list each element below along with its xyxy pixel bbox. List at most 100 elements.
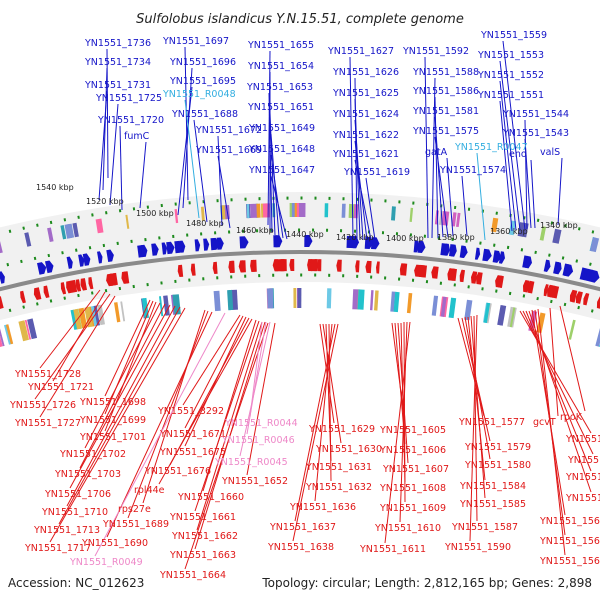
gene-label-bottom[interactable]: YN1551_1629 [308, 424, 375, 435]
gene-label-bottom[interactable]: rps27e [118, 504, 151, 515]
gene-label-bottom[interactable]: YN1551_1702 [59, 449, 126, 460]
gene-label-bottom[interactable]: YN1551_1689 [102, 519, 169, 530]
gene-label-bottom[interactable]: YN1551_1611 [359, 544, 426, 555]
gene-label-top[interactable]: YN1551_1574 [439, 165, 506, 176]
gene-label-top[interactable]: eno [509, 149, 527, 160]
gene-label-bottom[interactable]: YN1551_1690 [81, 538, 148, 549]
gene-label-bottom[interactable]: YN1551_1726 [9, 400, 76, 411]
gene-label-top[interactable]: YN1551_1592 [402, 46, 469, 57]
gene-label-bottom[interactable]: YN1551_1577 [458, 417, 525, 428]
gene-label-bottom[interactable]: YN1551_1713 [33, 525, 100, 536]
gene-label-bottom[interactable]: YN1551_1607 [382, 464, 449, 475]
gene-label-top[interactable]: gatA [425, 147, 448, 158]
gene-label-bottom[interactable]: YN1551_1664 [159, 570, 226, 581]
gene-label-bottom[interactable]: YN1551_1608 [379, 483, 446, 494]
gene-label-top[interactable]: YN1551_1731 [84, 80, 151, 91]
gene-label-bottom[interactable]: YN1551_1562 [539, 516, 600, 527]
gene-label-bottom[interactable]: rpl44e [134, 485, 165, 496]
gene-label-bottom[interactable]: YN1551_1728 [14, 369, 81, 380]
gene-label-bottom[interactable]: YN1551_1661 [169, 512, 236, 523]
gene-label-top[interactable]: YN1551_1697 [162, 36, 229, 47]
gene-label-top[interactable]: fumC [124, 131, 150, 142]
gene-label-bottom[interactable]: YN1551_1590 [444, 542, 511, 553]
gene-label-bottom[interactable]: YN1551_1564 [539, 556, 600, 567]
gene-label-top[interactable]: YN1551_R0048 [162, 89, 236, 100]
gene-label-bottom[interactable]: YN1551_1579 [464, 442, 531, 453]
gene-label-bottom[interactable]: YN1551_1699 [79, 415, 146, 426]
gene-label-top[interactable]: YN1551_1627 [327, 46, 394, 57]
gene-label-top[interactable]: YN1551_1672 [195, 125, 262, 136]
gene-label-bottom[interactable]: YN1551_1563 [539, 536, 600, 547]
gene-label-top[interactable]: YN1551_1626 [332, 67, 399, 78]
gene-label-top[interactable]: YN1551_1575 [412, 126, 479, 137]
gene-label-bottom[interactable]: YN1551_1554 [565, 434, 600, 445]
gene-label-bottom[interactable]: YN1551_1585 [459, 499, 526, 510]
gene-label-bottom[interactable]: YN1551_1636 [289, 502, 356, 513]
gene-label-top[interactable]: YN1551_1669 [195, 145, 262, 156]
gene-label-bottom[interactable]: YN1551_R0045 [214, 457, 288, 468]
gene-label-top[interactable]: YN1551_1725 [95, 93, 162, 104]
gene-label-bottom[interactable]: YN1551_1587 [451, 522, 518, 533]
gene-label-top[interactable]: YN1551_1551 [477, 90, 544, 101]
gene-label-top[interactable]: YN1551_1653 [246, 82, 313, 93]
gene-label-top[interactable]: YN1551_1621 [332, 149, 399, 160]
gene-label-top[interactable]: YN1551_1543 [502, 128, 569, 139]
gene-label-bottom[interactable]: YN1551_1721 [27, 382, 94, 393]
gene-label-bottom[interactable]: YN1551_1710 [41, 507, 108, 518]
gene-label-bottom[interactable]: YN1551_1605 [379, 425, 446, 436]
gene-label-bottom[interactable]: YN1551_1663 [169, 550, 236, 561]
gene-label-bottom[interactable]: YN1551_R0049 [69, 557, 143, 568]
gene-label-bottom[interactable]: YN1551_1584 [459, 481, 526, 492]
gene-label-top[interactable]: YN1551_1734 [84, 57, 151, 68]
gene-label-top[interactable]: YN1551_1654 [247, 61, 314, 72]
gene-label-bottom[interactable]: YN1551_1717 [24, 543, 91, 554]
gene-label-bottom[interactable]: YN1551_1556 [567, 455, 600, 466]
gene-label-bottom[interactable]: YN1551_1558 [565, 493, 600, 504]
gene-label-top[interactable]: YN1551_1588 [412, 67, 479, 78]
gene-label-bottom[interactable]: YN1551_R0044 [224, 418, 298, 429]
gene-label-bottom[interactable]: YN1551_1557 [565, 472, 600, 483]
gene-label-bottom[interactable]: YN1551_1660 [177, 492, 244, 503]
gene-label-top[interactable]: YN1551_1696 [169, 57, 236, 68]
gene-label-top[interactable]: YN1551_R0047 [454, 142, 528, 153]
gene-label-bottom[interactable]: YN1551_1638 [267, 542, 334, 553]
gene-label-bottom[interactable]: YN1551_1703 [54, 469, 121, 480]
gene-label-top[interactable]: YN1551_1581 [412, 106, 479, 117]
gene-label-bottom[interactable]: gcvT [533, 417, 556, 428]
gene-label-bottom[interactable]: YN1551_1698 [79, 397, 146, 408]
gene-label-bottom[interactable]: YN1551_1609 [379, 503, 446, 514]
gene-label-top[interactable]: YN1551_1553 [477, 50, 544, 61]
gene-label-bottom[interactable]: YN1551_1580 [464, 460, 531, 471]
gene-label-bottom[interactable]: YN1551_1606 [379, 445, 446, 456]
gene-label-bottom[interactable]: YN1551_1675 [159, 447, 226, 458]
gene-label-bottom[interactable]: YN1551_1662 [171, 531, 238, 542]
gene-label-top[interactable]: YN1551_1647 [248, 165, 315, 176]
gene-label-bottom[interactable]: YN1551_R0046 [221, 435, 295, 446]
gene-label-top[interactable]: valS [540, 147, 560, 158]
gene-label-top[interactable]: YN1551_1736 [84, 38, 151, 49]
gene-label-top[interactable]: YN1551_1649 [248, 123, 315, 134]
gene-label-bottom[interactable]: rpoK [560, 412, 583, 423]
gene-label-bottom[interactable]: YN1551_1630 [315, 444, 382, 455]
gene-label-bottom[interactable]: YN1551_1671 [159, 429, 226, 440]
gene-label-bottom[interactable]: YN1551_1676 [144, 466, 211, 477]
gene-label-top[interactable]: YN1551_1695 [169, 76, 236, 87]
gene-label-top[interactable]: YN1551_1586 [412, 86, 479, 97]
gene-label-top[interactable]: YN1551_1720 [97, 115, 164, 126]
gene-label-bottom[interactable]: YN1551_1706 [44, 489, 111, 500]
gene-label-bottom[interactable]: YN1551_1701 [79, 432, 146, 443]
gene-label-bottom[interactable]: YN1551_1727 [14, 418, 81, 429]
gene-label-top[interactable]: YN1551_1655 [247, 40, 314, 51]
gene-label-top[interactable]: YN1551_1552 [477, 70, 544, 81]
gene-label-top[interactable]: YN1551_1619 [343, 167, 410, 178]
gene-label-bottom[interactable]: YN1551_1652 [221, 476, 288, 487]
gene-label-bottom[interactable]: YN1551_3292 [157, 406, 224, 417]
gene-label-top[interactable]: YN1551_1648 [248, 144, 315, 155]
gene-label-top[interactable]: YN1551_1651 [247, 102, 314, 113]
gene-label-bottom[interactable]: YN1551_1632 [305, 482, 372, 493]
gene-label-top[interactable]: YN1551_1688 [171, 109, 238, 120]
gene-label-bottom[interactable]: YN1551_1631 [305, 462, 372, 473]
gene-label-bottom[interactable]: YN1551_1610 [374, 523, 441, 534]
gene-label-top[interactable]: YN1551_1559 [480, 30, 547, 41]
gene-label-top[interactable]: YN1551_1544 [502, 109, 569, 120]
